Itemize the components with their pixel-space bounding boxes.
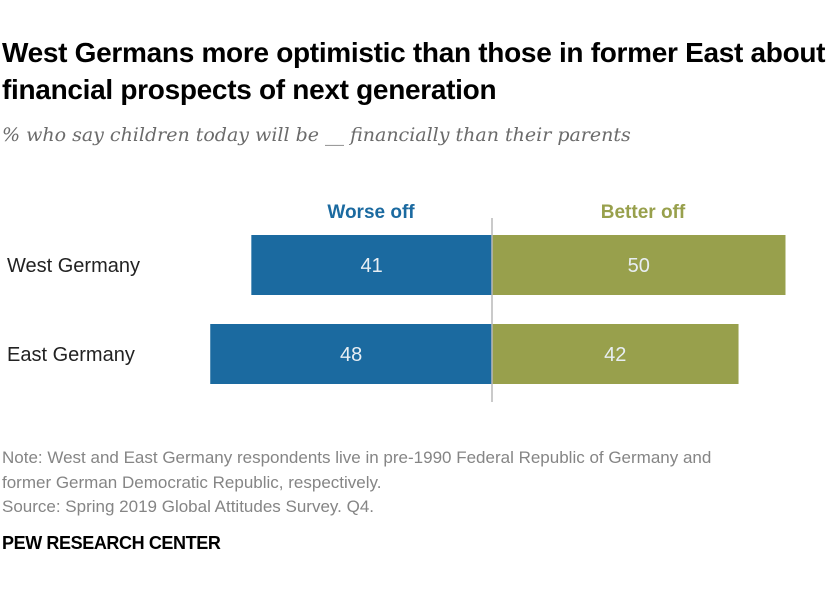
value-label-worse-off-east-germany: 48 [340, 344, 362, 366]
diverging-bar-chart: Worse off Better off West Germany 41 50 East … [7, 202, 786, 402]
chart-subtitle: % who say children today will be __ fina… [2, 124, 631, 146]
chart-note: Note: West and East Germany respondents … [2, 446, 838, 520]
footer-brand: PEW RESEARCH CENTER [2, 533, 221, 553]
bar-better-off-east-germany [492, 324, 739, 384]
chart-title: West Germans more optimistic than those … [2, 37, 826, 105]
category-label-east-germany: East Germany [7, 344, 135, 366]
legend-worse-off: Worse off [327, 202, 415, 223]
note-line-2: former German Democratic Republic, respe… [2, 472, 382, 492]
category-label-west-germany: West Germany [7, 255, 140, 277]
note-line-1: Note: West and East Germany respondents … [2, 448, 712, 467]
bar-better-off-west-germany [492, 235, 786, 295]
value-label-worse-off-west-germany: 41 [361, 255, 383, 277]
value-label-better-off-east-germany: 42 [604, 344, 626, 366]
legend-better-off: Better off [601, 202, 686, 223]
bar-worse-off-east-germany [210, 324, 493, 384]
bar-worse-off-west-germany [251, 235, 492, 295]
source-line: Source: Spring 2019 Global Attitudes Sur… [2, 497, 375, 516]
value-label-better-off-west-germany: 50 [628, 255, 650, 277]
